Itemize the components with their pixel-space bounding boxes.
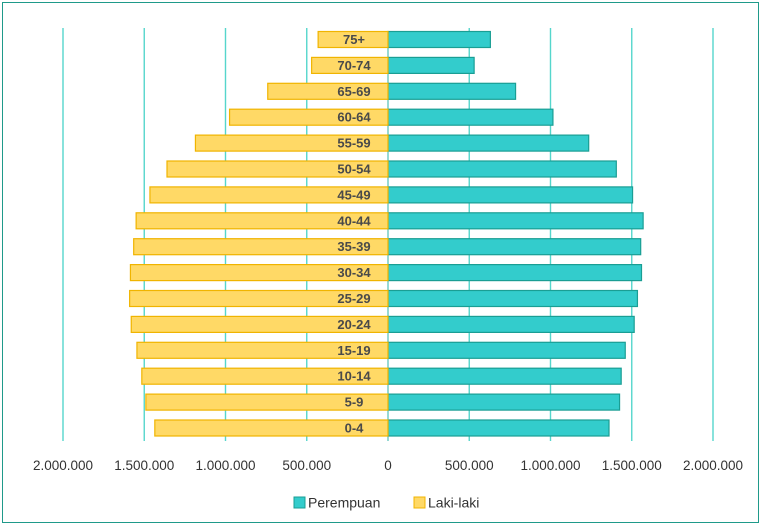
bar-perempuan-5-9 <box>387 393 621 411</box>
x-tick-label: 0 <box>384 458 392 473</box>
age-label-75+: 75+ <box>343 32 365 47</box>
age-label-50-54: 50-54 <box>337 162 371 177</box>
bar-laki-laki-35-39 <box>133 238 389 256</box>
legend-label-laki-laki: Laki-laki <box>428 495 479 511</box>
age-label-55-59: 55-59 <box>337 136 370 151</box>
bar-laki-laki-20-24 <box>130 315 389 333</box>
bar-laki-laki-45-49 <box>149 186 389 204</box>
bar-laki-laki-70-74 <box>311 56 389 75</box>
age-label-45-49: 45-49 <box>337 187 370 202</box>
x-tick-label: 1.000.000 <box>520 458 580 473</box>
x-tick-label: 2.000.000 <box>683 458 743 473</box>
age-label-5-9: 5-9 <box>345 395 364 410</box>
bar-laki-laki-15-19 <box>136 341 389 359</box>
bar-laki-laki-55-59 <box>194 134 389 152</box>
bar-laki-laki-65-69 <box>267 82 389 100</box>
bar-perempuan-70-74 <box>387 56 475 75</box>
bar-perempuan-20-24 <box>387 315 635 333</box>
bar-laki-laki-5-9 <box>145 393 389 411</box>
x-tick-label: 500.000 <box>445 458 494 473</box>
x-axis-ticks: 2.000.000 1.500.000 1.000.000 500.000 0 500.0… <box>33 458 743 473</box>
x-tick-label: 2.000.000 <box>33 458 93 473</box>
x-tick-label: 1.000.000 <box>195 458 255 473</box>
legend-swatch-laki-laki <box>413 496 426 509</box>
bar-perempuan-35-39 <box>387 238 642 256</box>
bar-perempuan-60-64 <box>387 108 554 126</box>
age-label-25-29: 25-29 <box>337 291 370 306</box>
bar-laki-laki-50-54 <box>166 160 389 178</box>
x-tick-label: 500.000 <box>282 458 331 473</box>
bar-laki-laki-25-29 <box>129 289 389 308</box>
bar-perempuan-40-44 <box>387 212 644 230</box>
x-tick-label: 1.500.000 <box>114 458 174 473</box>
bar-perempuan-30-34 <box>387 264 643 282</box>
age-label-35-39: 35-39 <box>337 239 370 254</box>
bar-laki-laki-10-14 <box>141 367 389 385</box>
bar-perempuan-75+ <box>387 30 491 49</box>
bar-laki-laki-30-34 <box>129 264 389 282</box>
bar-perempuan-0-4 <box>387 419 610 437</box>
age-label-15-19: 15-19 <box>337 343 370 358</box>
bar-perempuan-55-59 <box>387 134 590 152</box>
bar-perempuan-50-54 <box>387 160 617 178</box>
bar-perempuan-15-19 <box>387 341 626 359</box>
x-tick-label: 1.500.000 <box>602 458 662 473</box>
age-label-40-44: 40-44 <box>337 213 371 228</box>
bar-laki-laki-60-64 <box>228 108 389 126</box>
age-label-30-34: 30-34 <box>337 265 371 280</box>
bar-perempuan-10-14 <box>387 367 622 385</box>
bars <box>129 30 644 437</box>
bar-perempuan-65-69 <box>387 82 517 100</box>
age-labels: 0-4 5-9 10-14 15-19 20-24 25-29 30-34 35-39 40-4… <box>337 32 371 436</box>
age-label-70-74: 70-74 <box>337 58 371 73</box>
bar-laki-laki-40-44 <box>135 212 389 230</box>
legend: Perempuan Laki-laki <box>293 495 479 511</box>
age-label-10-14: 10-14 <box>337 369 371 384</box>
age-label-0-4: 0-4 <box>345 421 365 436</box>
age-label-65-69: 65-69 <box>337 84 370 99</box>
age-label-60-64: 60-64 <box>337 110 371 125</box>
age-label-20-24: 20-24 <box>337 317 371 332</box>
bar-laki-laki-0-4 <box>154 419 389 437</box>
legend-label-perempuan: Perempuan <box>308 495 380 511</box>
bar-laki-laki-75+ <box>317 30 389 49</box>
legend-swatch-perempuan <box>293 496 306 509</box>
bar-perempuan-25-29 <box>387 289 639 308</box>
bar-perempuan-45-49 <box>387 186 634 204</box>
